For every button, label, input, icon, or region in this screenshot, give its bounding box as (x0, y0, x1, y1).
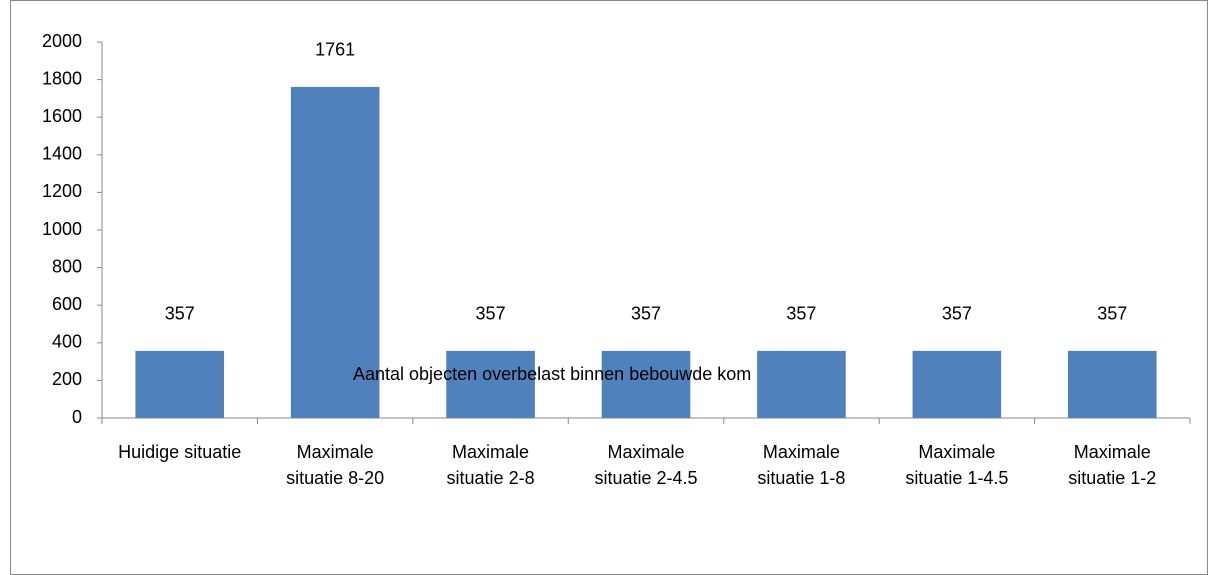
x-tick-label: Maximale situatie 8-20 (286, 442, 385, 488)
legend-swatch (338, 369, 349, 380)
y-tick-label: 1000 (42, 219, 82, 239)
x-tick-label: Maximale situatie 2-4.5 (594, 442, 698, 488)
data-label: 357 (631, 304, 661, 324)
y-tick-label: 600 (52, 294, 82, 314)
bar (290, 86, 380, 418)
x-tick-label: Huidige situatie (118, 442, 242, 462)
y-tick-label: 200 (52, 369, 82, 389)
y-tick-label: 0 (72, 407, 82, 427)
bar (757, 350, 846, 418)
data-label: 357 (165, 304, 195, 324)
chart-border (10, 0, 1208, 575)
data-label: 357 (1097, 304, 1127, 324)
data-label: 357 (942, 304, 972, 324)
y-tick-label: 1200 (42, 181, 82, 201)
bar (912, 350, 1002, 418)
legend-label: Aantal objecten overbelast binnen bebouw… (353, 364, 751, 384)
x-tick-label: Maximale situatie 1-4.5 (905, 442, 1009, 488)
x-tick-label: Maximale situatie 2-8 (446, 442, 535, 488)
y-tick-label: 1600 (42, 106, 82, 126)
y-tick-label: 1800 (42, 68, 82, 88)
bar (135, 350, 225, 418)
data-label: 1761 (315, 40, 355, 60)
x-tick-label: Maximale situatie 1-2 (1068, 442, 1157, 488)
bar (601, 350, 691, 418)
y-tick-label: 400 (52, 332, 82, 352)
data-label: 357 (786, 304, 816, 324)
y-tick-label: 1400 (42, 144, 82, 164)
y-tick-label: 2000 (42, 31, 82, 51)
data-label: 357 (476, 304, 506, 324)
bar (446, 350, 535, 418)
bar (1067, 350, 1157, 418)
x-tick-label: Maximale situatie 1-8 (757, 442, 846, 488)
y-tick-label: 800 (52, 256, 82, 276)
